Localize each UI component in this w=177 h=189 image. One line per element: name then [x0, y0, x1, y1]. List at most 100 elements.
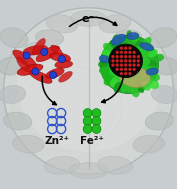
Ellipse shape: [145, 112, 173, 130]
Circle shape: [116, 68, 119, 71]
Circle shape: [120, 68, 123, 71]
Ellipse shape: [154, 57, 177, 75]
Ellipse shape: [44, 156, 80, 174]
Ellipse shape: [99, 15, 131, 33]
Circle shape: [50, 71, 57, 79]
Ellipse shape: [103, 43, 113, 52]
Ellipse shape: [51, 45, 62, 55]
Circle shape: [133, 59, 136, 62]
Ellipse shape: [12, 135, 44, 153]
Ellipse shape: [142, 58, 150, 65]
Ellipse shape: [17, 64, 43, 75]
Circle shape: [111, 55, 115, 58]
Circle shape: [58, 56, 65, 63]
Text: e⁻: e⁻: [82, 14, 95, 24]
Circle shape: [124, 55, 127, 58]
Circle shape: [137, 59, 140, 62]
Ellipse shape: [111, 59, 118, 65]
Ellipse shape: [125, 80, 133, 92]
Circle shape: [128, 46, 132, 50]
Ellipse shape: [46, 15, 78, 33]
Ellipse shape: [35, 30, 64, 46]
Ellipse shape: [101, 55, 112, 63]
Ellipse shape: [132, 46, 142, 54]
Text: Fe²⁺: Fe²⁺: [80, 136, 104, 146]
Circle shape: [32, 68, 39, 75]
Ellipse shape: [4, 8, 173, 174]
Ellipse shape: [109, 63, 119, 71]
Ellipse shape: [142, 64, 149, 70]
Ellipse shape: [147, 49, 158, 57]
Circle shape: [92, 109, 101, 118]
Ellipse shape: [147, 77, 159, 89]
Ellipse shape: [114, 82, 123, 93]
Ellipse shape: [113, 34, 123, 47]
Circle shape: [137, 55, 140, 58]
Ellipse shape: [71, 10, 106, 26]
Circle shape: [133, 55, 136, 58]
Ellipse shape: [139, 48, 146, 54]
Circle shape: [124, 72, 127, 75]
Ellipse shape: [69, 163, 108, 179]
Ellipse shape: [141, 69, 149, 76]
Ellipse shape: [36, 46, 59, 62]
Ellipse shape: [129, 42, 154, 58]
Ellipse shape: [147, 66, 158, 74]
Circle shape: [120, 51, 123, 54]
Circle shape: [120, 55, 123, 58]
Ellipse shape: [97, 156, 133, 174]
Ellipse shape: [132, 33, 139, 43]
Ellipse shape: [154, 54, 164, 61]
Ellipse shape: [128, 78, 136, 85]
Circle shape: [128, 51, 132, 54]
Circle shape: [128, 55, 132, 58]
Ellipse shape: [13, 50, 37, 68]
Circle shape: [128, 64, 132, 67]
Ellipse shape: [111, 34, 126, 45]
Ellipse shape: [109, 69, 118, 76]
Circle shape: [124, 68, 127, 71]
Ellipse shape: [98, 61, 108, 68]
Ellipse shape: [102, 71, 113, 79]
Ellipse shape: [29, 70, 52, 83]
Ellipse shape: [33, 38, 45, 55]
Ellipse shape: [131, 85, 140, 97]
Circle shape: [120, 46, 123, 50]
Ellipse shape: [50, 53, 71, 62]
Ellipse shape: [99, 55, 110, 63]
Ellipse shape: [110, 76, 121, 88]
Circle shape: [83, 109, 92, 118]
Ellipse shape: [117, 74, 127, 83]
Circle shape: [120, 59, 123, 62]
Circle shape: [128, 68, 132, 71]
Ellipse shape: [138, 85, 144, 93]
Ellipse shape: [146, 68, 158, 75]
Ellipse shape: [112, 54, 119, 60]
Ellipse shape: [142, 45, 152, 55]
Ellipse shape: [144, 60, 157, 69]
Circle shape: [109, 44, 142, 78]
Circle shape: [133, 64, 136, 67]
Ellipse shape: [132, 74, 139, 80]
Circle shape: [116, 55, 119, 58]
Circle shape: [23, 52, 30, 59]
Ellipse shape: [133, 135, 165, 153]
Ellipse shape: [140, 43, 154, 51]
Circle shape: [137, 64, 140, 67]
Ellipse shape: [115, 51, 122, 57]
Ellipse shape: [0, 57, 23, 75]
Ellipse shape: [0, 86, 26, 103]
Circle shape: [100, 35, 158, 94]
Ellipse shape: [18, 19, 159, 152]
Circle shape: [120, 64, 123, 67]
Circle shape: [83, 117, 92, 125]
Ellipse shape: [143, 37, 152, 46]
Ellipse shape: [23, 45, 48, 55]
Ellipse shape: [122, 43, 131, 50]
Ellipse shape: [139, 75, 146, 81]
Ellipse shape: [119, 66, 150, 88]
Circle shape: [124, 46, 127, 50]
Text: Zn²⁺: Zn²⁺: [44, 136, 69, 146]
Circle shape: [111, 64, 115, 67]
Ellipse shape: [119, 35, 129, 48]
